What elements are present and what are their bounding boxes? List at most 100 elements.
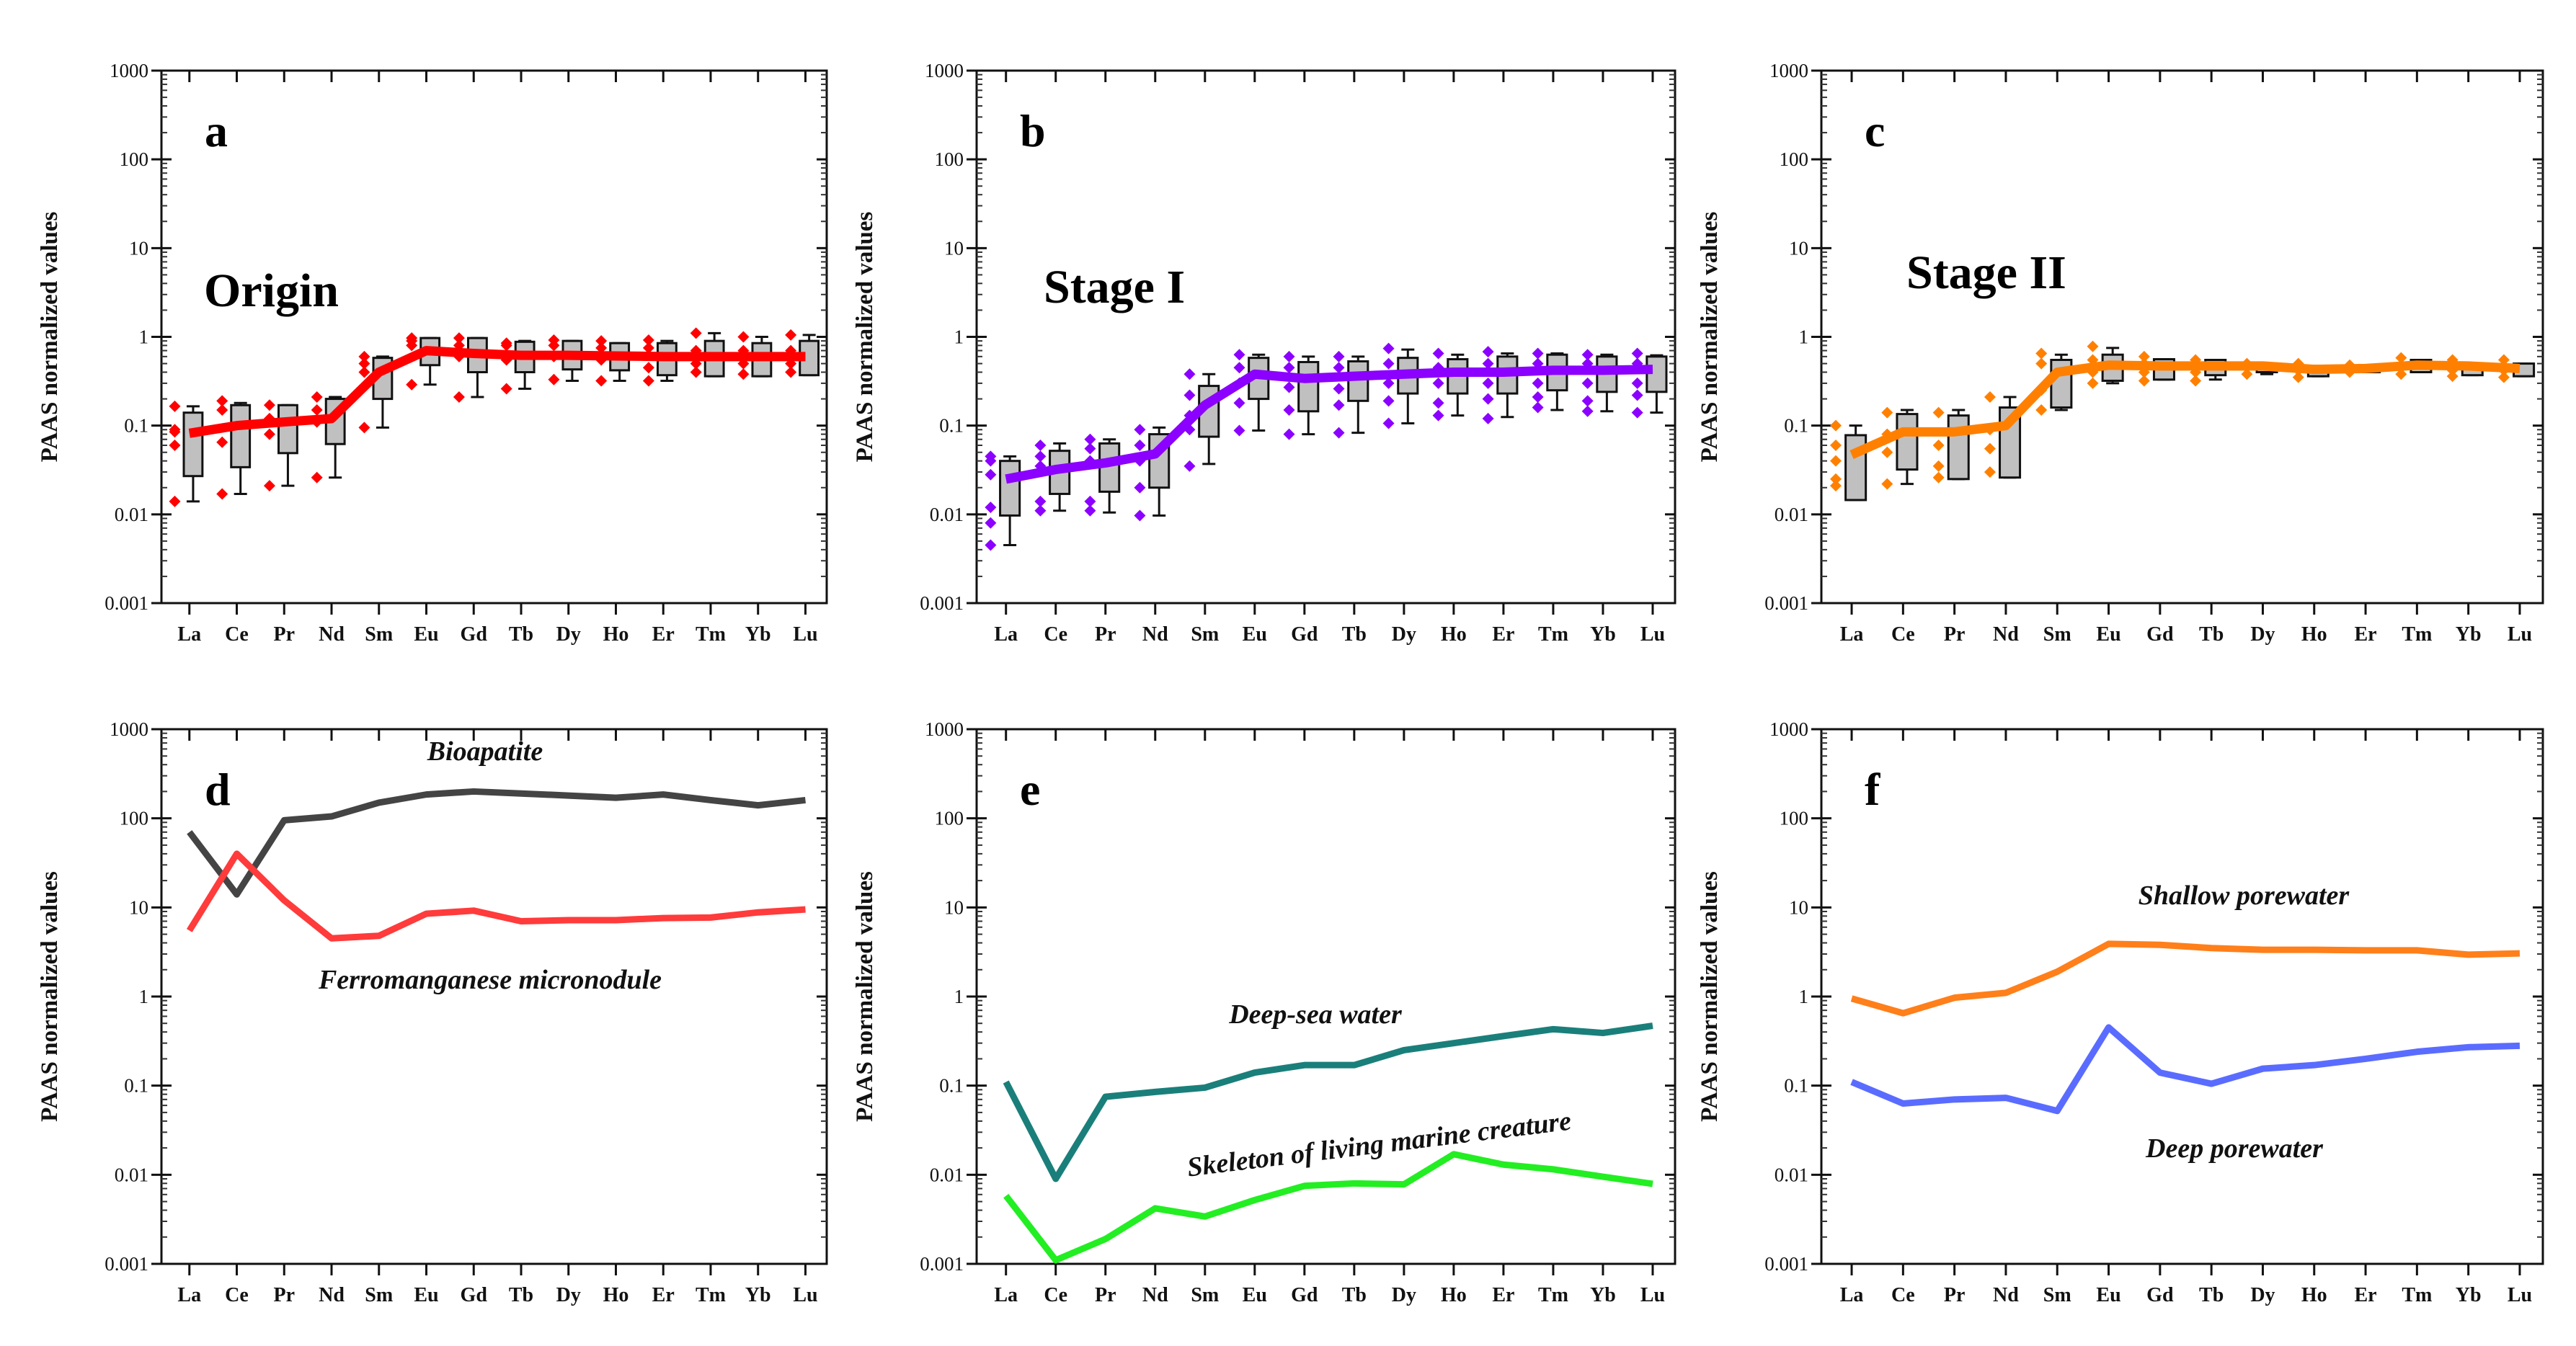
sample-point <box>1830 419 1842 432</box>
x-tick-label: Ce <box>1044 1284 1067 1306</box>
x-tick-label: Sm <box>1191 1284 1219 1306</box>
x-tick-label: Sm <box>1191 623 1219 646</box>
x-tick-label: Nd <box>319 1284 345 1306</box>
y-tick-label: 0.01 <box>1775 504 1808 525</box>
y-tick-label: 0.01 <box>115 1164 148 1185</box>
sample-point <box>216 404 228 416</box>
series-label: Skeleton of living marine creature <box>1186 1106 1573 1183</box>
sample-point <box>2497 371 2510 383</box>
y-tick-label: 0.1 <box>1784 1075 1808 1097</box>
sample-point <box>595 342 608 354</box>
x-tick-label: Er <box>1492 623 1514 646</box>
sample-point <box>311 471 323 483</box>
sample-point <box>2087 377 2099 389</box>
y-tick-label: 100 <box>120 808 149 829</box>
sample-point <box>1034 495 1047 507</box>
x-tick-label: Nd <box>1993 1284 2019 1306</box>
sample-point <box>1932 439 1945 451</box>
sample-point <box>1631 406 1643 419</box>
sample-point <box>1382 357 1395 370</box>
x-tick-label: Dy <box>1392 1284 1416 1306</box>
series-line-1 <box>1850 940 2521 1017</box>
x-tick-label: Eu <box>1243 623 1267 646</box>
x-tick-label: Ce <box>225 1284 249 1306</box>
x-tick-label: Tm <box>2402 1284 2432 1306</box>
panel-letter: b <box>1020 105 1046 156</box>
x-tick-label: Ho <box>2301 623 2327 646</box>
y-axis-label: PAAS normalized values <box>852 211 878 462</box>
x-tick-label: Nd <box>319 623 345 646</box>
sample-point <box>500 337 512 349</box>
sample-point <box>406 378 418 391</box>
sample-point <box>263 399 275 411</box>
sample-point <box>1984 442 1996 455</box>
sample-point <box>1382 417 1395 429</box>
x-tick-label: Gd <box>1291 1284 1318 1306</box>
sample-point <box>1581 377 1594 389</box>
x-tick-label: Pr <box>1095 623 1116 646</box>
x-tick-label: La <box>1840 623 1864 646</box>
mean-line <box>1005 365 1653 484</box>
sample-point <box>216 395 228 407</box>
x-tick-label: Yb <box>1590 623 1616 646</box>
sample-point <box>2035 404 2048 416</box>
x-tick-label: Gd <box>2146 623 2174 646</box>
stage-label: Stage II <box>1906 246 2066 299</box>
sample-point <box>1631 389 1643 401</box>
x-tick-label: Yb <box>745 623 771 646</box>
sample-point <box>1034 450 1047 463</box>
x-tick-label: Yb <box>745 1284 771 1306</box>
sample-point <box>1134 424 1146 436</box>
box-Ce <box>230 404 252 468</box>
x-tick-label: Tm <box>1538 1284 1568 1306</box>
sample-point <box>311 391 323 403</box>
box-La <box>999 460 1021 517</box>
series-label: Ferromanganese micronodule <box>318 965 662 995</box>
sample-point <box>985 517 997 529</box>
y-tick-label: 0.001 <box>1764 592 1808 614</box>
sample-point <box>1932 406 1945 419</box>
x-tick-label: Gd <box>461 623 488 646</box>
x-tick-label: Sm <box>365 623 393 646</box>
sample-point <box>1382 377 1395 389</box>
sample-point <box>1333 427 1345 439</box>
y-tick-label: 100 <box>935 148 964 170</box>
series-label: Deep porewater <box>2145 1133 2324 1164</box>
x-tick-label: Nd <box>1993 623 2019 646</box>
sample-point <box>1532 401 1544 414</box>
panel-f: 0.001 0.01 0.1 1 10 100 1000 PAAS normalized va… <box>1697 718 2544 1306</box>
sample-point <box>1631 347 1643 360</box>
y-tick-label: 1 <box>139 326 149 348</box>
sample-point <box>1233 424 1245 437</box>
sample-point <box>1283 350 1295 362</box>
sample-point <box>358 357 370 370</box>
sample-point <box>1581 349 1594 361</box>
sample-point <box>1333 399 1345 411</box>
y-tick-label: 0.1 <box>124 415 148 437</box>
x-tick-label: Dy <box>2250 623 2275 646</box>
sample-point <box>169 400 181 412</box>
panel-letter: f <box>1865 764 1880 815</box>
x-tick-label: Dy <box>556 1284 581 1306</box>
sample-point <box>1283 404 1295 416</box>
y-tick-label: 0.01 <box>930 1164 964 1185</box>
sample-point <box>1581 405 1594 417</box>
x-tick-label: Lu <box>2508 623 2532 646</box>
sample-point <box>1233 349 1245 361</box>
x-tick-label: Tm <box>1538 623 1568 646</box>
sample-point <box>1881 478 1893 490</box>
sample-point <box>263 480 275 492</box>
x-tick-label: La <box>1840 1284 1864 1306</box>
sample-point <box>1482 346 1494 358</box>
x-tick-label: Yb <box>2456 1284 2482 1306</box>
x-tick-label: Dy <box>556 623 581 646</box>
series-label: Bioapatite <box>427 736 543 767</box>
sample-point <box>1482 357 1494 370</box>
sample-point <box>500 383 512 395</box>
sample-point <box>216 488 228 500</box>
x-tick-label: Pr <box>1944 1284 1966 1306</box>
sample-point <box>169 495 181 507</box>
sample-point <box>1084 495 1096 507</box>
y-tick-label: 0.001 <box>105 1253 148 1275</box>
sample-point <box>1333 350 1345 362</box>
